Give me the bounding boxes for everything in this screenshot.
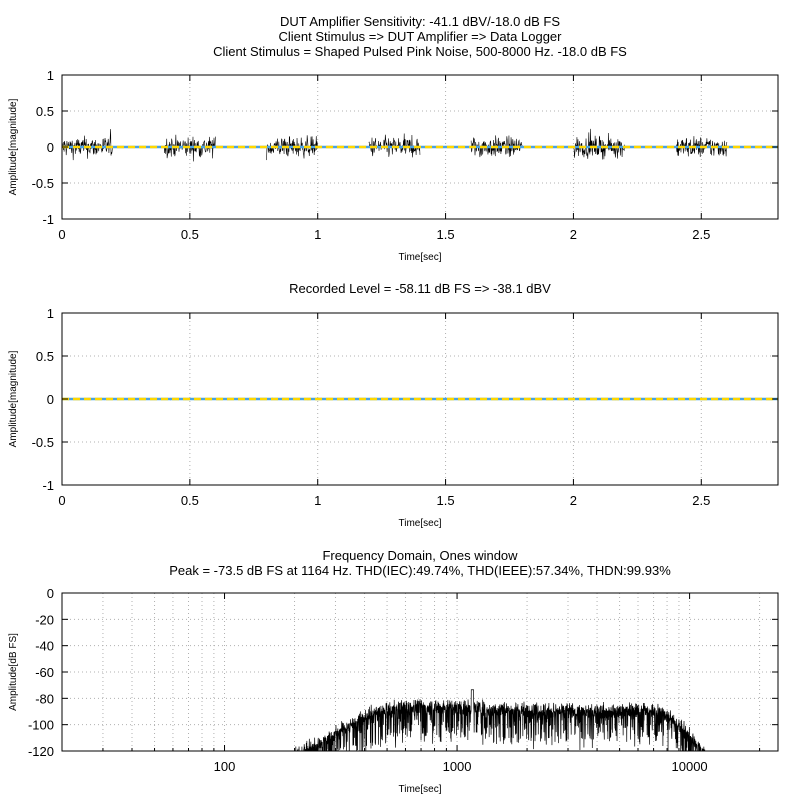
x-tick-label: 0: [58, 493, 65, 508]
spectrum-line: [293, 689, 706, 751]
y-tick-label: 0.5: [36, 104, 54, 119]
x-axis-label: Time[sec]: [399, 252, 442, 263]
y-tick-label: -80: [35, 691, 54, 706]
chart-title-line: Client Stimulus = Shaped Pulsed Pink Noi…: [213, 44, 627, 59]
x-tick-label: 10000: [672, 759, 708, 774]
noise-burst-6: [573, 128, 625, 160]
y-tick-label: -40: [35, 639, 54, 654]
plot-area: [62, 397, 778, 401]
noise-burst-3: [266, 135, 318, 161]
x-tick-label: 0.5: [181, 493, 199, 508]
chart-panel-2: Recorded Level = -58.11 dB FS => -38.1 d…: [8, 281, 779, 529]
x-tick-label: 0: [58, 227, 65, 242]
grid: [62, 593, 778, 751]
x-tick-label: 1.5: [437, 227, 455, 242]
x-tick-label: 1: [314, 493, 321, 508]
y-tick-label: -20: [35, 612, 54, 627]
x-tick-label: 100: [214, 759, 236, 774]
y-tick-label: -100: [28, 718, 54, 733]
x-tick-label: 2.5: [692, 227, 710, 242]
y-tick-label: 0.5: [36, 349, 54, 364]
chart-title-line: Recorded Level = -58.11 dB FS => -38.1 d…: [289, 281, 551, 296]
noise-burst-1: [62, 129, 114, 161]
y-tick-label: -0.5: [32, 176, 54, 191]
y-tick-label: -120: [28, 744, 54, 759]
x-axis-label: Time[sec]: [399, 784, 442, 795]
x-tick-label: 2: [570, 493, 577, 508]
y-tick-label: -1: [42, 212, 54, 227]
y-tick-label: 0: [47, 392, 54, 407]
x-tick-label: 2: [570, 227, 577, 242]
y-tick-label: -0.5: [32, 435, 54, 450]
plot-area: [62, 128, 778, 162]
plot-area: [293, 689, 706, 751]
chart-title-line: Frequency Domain, Ones window: [322, 548, 518, 563]
y-axis-label: Amplitude[magnitude]: [8, 98, 19, 195]
y-tick-label: 0: [47, 140, 54, 155]
x-tick-label: 1.5: [437, 493, 455, 508]
x-tick-label: 1000: [443, 759, 472, 774]
y-tick-label: -60: [35, 665, 54, 680]
y-tick-label: -1: [42, 478, 54, 493]
y-tick-label: 0: [47, 586, 54, 601]
x-tick-label: 0.5: [181, 227, 199, 242]
y-axis-label: Amplitude[magnitude]: [8, 350, 19, 447]
y-tick-label: 1: [47, 306, 54, 321]
noise-burst-4: [368, 133, 421, 158]
y-axis-label: Amplitude[dB FS]: [8, 633, 19, 711]
x-tick-label: 1: [314, 227, 321, 242]
x-axis-label: Time[sec]: [399, 518, 442, 529]
chart-title-line: Peak = -73.5 dB FS at 1164 Hz. THD(IEC):…: [169, 563, 671, 578]
y-tick-label: 1: [47, 68, 54, 83]
chart-title-line: DUT Amplifier Sensitivity: -41.1 dBV/-18…: [280, 14, 560, 29]
chart-panel-1: DUT Amplifier Sensitivity: -41.1 dBV/-18…: [8, 14, 779, 263]
chart-title-line: Client Stimulus => DUT Amplifier => Data…: [278, 29, 562, 44]
x-tick-label: 2.5: [692, 493, 710, 508]
